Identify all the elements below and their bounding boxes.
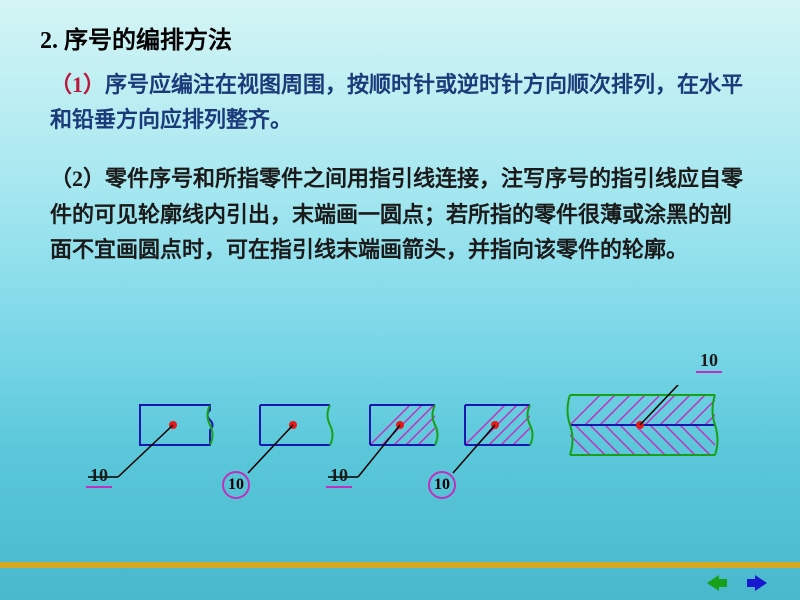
para2-number: （2） <box>50 166 105 191</box>
bottom-divider <box>0 562 800 568</box>
diagrams-svg <box>0 385 800 525</box>
label-1: 10 <box>86 465 112 486</box>
label-4-circle: 10 <box>428 471 456 499</box>
para1-number: （1） <box>50 72 105 97</box>
label-5: 10 <box>696 350 722 371</box>
paragraph-1: （1）序号应编注在视图周围，按顺时针或逆时针方向顺次排列，在水平和铅垂方向应排列… <box>50 67 750 137</box>
diagram-area: 10 10 10 10 10 <box>0 385 800 515</box>
diagram-2 <box>248 405 333 473</box>
diagram-4 <box>453 405 553 473</box>
diagram-5 <box>560 385 735 465</box>
section-title: 2. 序号的编排方法 <box>40 20 750 55</box>
next-button[interactable] <box>744 572 770 594</box>
prev-button[interactable] <box>704 572 730 594</box>
nav-buttons <box>704 572 770 594</box>
label-2-circle: 10 <box>222 471 250 499</box>
paragraph-2: （2）零件序号和所指零件之间用指引线连接，注写序号的指引线应自零件的可见轮廓线内… <box>50 161 750 267</box>
para1-text: 序号应编注在视图周围，按顺时针或逆时针方向顺次排列，在水平和铅垂方向应排列整齐。 <box>50 72 743 132</box>
para2-text: 零件序号和所指零件之间用指引线连接，注写序号的指引线应自零件的可见轮廓线内引出，… <box>50 166 743 261</box>
label-3: 10 <box>326 465 352 486</box>
